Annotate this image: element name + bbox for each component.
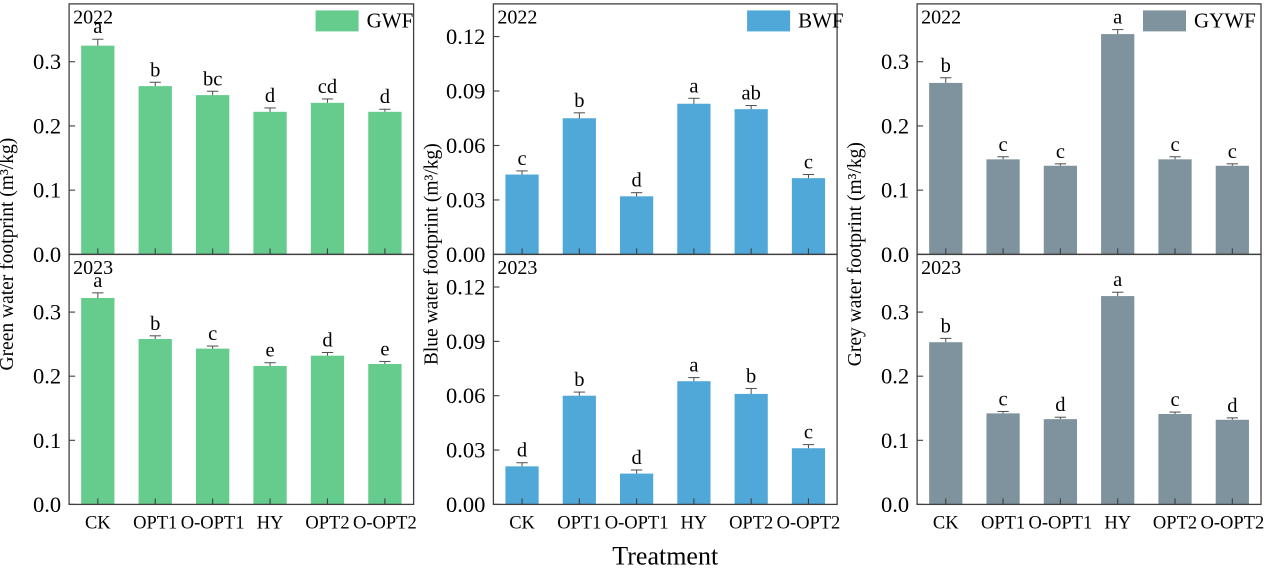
svg-text:O-OPT1: O-OPT1 [605, 513, 669, 533]
svg-text:0.2: 0.2 [881, 113, 909, 138]
svg-text:0.2: 0.2 [33, 364, 61, 389]
svg-text:cd: cd [318, 76, 337, 98]
svg-text:Green water footprint (m³/kg): Green water footprint (m³/kg) [0, 138, 18, 371]
svg-text:d: d [1055, 394, 1065, 416]
svg-text:0.0: 0.0 [33, 492, 61, 517]
svg-text:b: b [574, 90, 584, 112]
svg-text:a: a [1113, 269, 1122, 291]
svg-text:b: b [150, 313, 160, 335]
svg-text:d: d [322, 329, 332, 351]
svg-text:CK: CK [85, 513, 111, 533]
svg-text:0.1: 0.1 [33, 178, 61, 203]
svg-text:a: a [1113, 7, 1122, 29]
svg-text:0.0: 0.0 [881, 242, 909, 267]
svg-text:2023: 2023 [921, 257, 961, 279]
svg-text:c: c [1228, 141, 1237, 163]
svg-text:d: d [631, 447, 641, 469]
svg-text:d: d [265, 85, 275, 107]
svg-text:c: c [999, 134, 1008, 156]
svg-text:0.1: 0.1 [881, 428, 909, 453]
svg-text:2023: 2023 [73, 257, 113, 279]
svg-text:0.00: 0.00 [446, 242, 485, 267]
svg-text:CK: CK [933, 513, 959, 533]
svg-text:0.3: 0.3 [881, 300, 909, 325]
svg-text:b: b [574, 369, 584, 391]
svg-text:0.03: 0.03 [446, 438, 485, 463]
svg-text:0.0: 0.0 [33, 242, 61, 267]
svg-text:O-OPT2: O-OPT2 [1200, 513, 1264, 533]
svg-text:0.09: 0.09 [446, 329, 485, 354]
svg-text:0.03: 0.03 [446, 187, 485, 212]
svg-text:Treatment: Treatment [612, 541, 719, 570]
svg-text:2022: 2022 [73, 6, 113, 28]
svg-text:GWF: GWF [367, 8, 414, 32]
svg-text:0.3: 0.3 [33, 300, 61, 325]
svg-text:0.06: 0.06 [446, 133, 485, 158]
svg-text:0.09: 0.09 [446, 79, 485, 104]
svg-text:a: a [689, 355, 698, 377]
svg-text:c: c [517, 148, 526, 170]
svg-text:OPT1: OPT1 [981, 513, 1025, 533]
svg-text:OPT2: OPT2 [305, 513, 349, 533]
svg-text:0.1: 0.1 [33, 428, 61, 453]
svg-text:c: c [1170, 389, 1179, 411]
svg-text:0.3: 0.3 [881, 49, 909, 74]
svg-text:BWF: BWF [798, 8, 844, 32]
svg-text:d: d [1227, 395, 1237, 417]
svg-text:GYWF: GYWF [1194, 8, 1256, 32]
svg-text:0.2: 0.2 [33, 113, 61, 138]
svg-text:bc: bc [203, 68, 222, 90]
svg-text:c: c [804, 422, 813, 444]
svg-text:2022: 2022 [497, 6, 537, 28]
svg-text:O-OPT2: O-OPT2 [353, 513, 417, 533]
svg-text:0.1: 0.1 [881, 178, 909, 203]
svg-text:2023: 2023 [497, 257, 537, 279]
svg-text:O-OPT1: O-OPT1 [181, 513, 245, 533]
svg-text:d: d [631, 170, 641, 192]
svg-text:c: c [1170, 134, 1179, 156]
svg-text:HY: HY [1104, 513, 1131, 533]
svg-text:OPT2: OPT2 [1153, 513, 1197, 533]
svg-text:0.0: 0.0 [881, 492, 909, 517]
svg-text:HY: HY [681, 513, 708, 533]
svg-text:0.12: 0.12 [446, 24, 485, 49]
svg-text:c: c [1056, 141, 1065, 163]
svg-text:O-OPT1: O-OPT1 [1029, 513, 1093, 533]
svg-text:b: b [941, 55, 951, 77]
svg-text:CK: CK [509, 513, 535, 533]
svg-text:b: b [941, 315, 951, 337]
svg-text:Grey water footprint (m³/kg): Grey water footprint (m³/kg) [845, 142, 866, 366]
svg-text:OPT2: OPT2 [729, 513, 773, 533]
svg-text:0.00: 0.00 [446, 492, 485, 517]
svg-text:d: d [517, 440, 527, 462]
svg-text:c: c [999, 388, 1008, 410]
svg-text:ab: ab [741, 83, 760, 105]
svg-text:e: e [266, 340, 275, 362]
svg-text:c: c [804, 152, 813, 174]
svg-text:0.06: 0.06 [446, 383, 485, 408]
svg-text:Blue water footprint (m³/kg): Blue water footprint (m³/kg) [421, 143, 442, 365]
svg-text:OPT1: OPT1 [557, 513, 601, 533]
svg-text:OPT1: OPT1 [133, 513, 177, 533]
svg-text:0.12: 0.12 [446, 275, 485, 300]
svg-text:2022: 2022 [921, 6, 961, 28]
svg-text:HY: HY [257, 513, 284, 533]
svg-text:c: c [208, 323, 217, 345]
svg-text:0.2: 0.2 [881, 364, 909, 389]
svg-text:a: a [689, 75, 698, 97]
svg-text:O-OPT2: O-OPT2 [777, 513, 841, 533]
svg-text:e: e [380, 338, 389, 360]
svg-text:b: b [150, 59, 160, 81]
svg-text:b: b [746, 365, 756, 387]
svg-text:0.3: 0.3 [33, 49, 61, 74]
svg-text:d: d [380, 86, 390, 108]
